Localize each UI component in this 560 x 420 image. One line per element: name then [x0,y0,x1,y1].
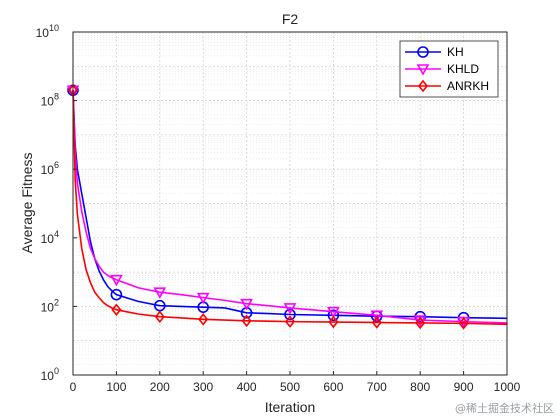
legend-marker [417,79,429,93]
series-line-khld [72,90,508,324]
y-tick-label: 104 [41,229,59,246]
x-tick-label: 400 [237,380,257,394]
data-point-khld [110,274,123,287]
data-point-khld [370,310,384,322]
y-tick-label: 106 [41,160,59,177]
data-point-khld [283,303,297,315]
data-point-khld [327,306,340,319]
legend-item-anrkh: ANRKH [405,79,489,93]
legend-label: KH [447,45,464,59]
legend: KH KHLD ANRKH [399,40,499,98]
legend-marker [416,64,430,76]
data-point-anrkh [328,315,339,329]
watermark: @稀土掘金技术社区 [455,402,554,415]
y-axis-label: Average Fitness [19,153,35,254]
data-point-anrkh [154,310,165,324]
y-tick-label: 102 [41,297,59,314]
data-point-khld [196,292,210,305]
x-tick-label: 0 [70,380,77,394]
y-axis-ticks: 100 102 104 106 108 1010 [36,23,77,383]
x-tick-label: 300 [193,380,213,394]
series-layer [66,83,508,330]
data-point-anrkh [198,313,209,326]
legend-label: ANRKH [447,79,489,93]
legend-item-khld: KHLD [405,62,479,76]
series-line-anrkh [72,90,508,326]
x-tick-label: 700 [367,380,387,394]
data-point-khld [240,298,253,311]
legend-label: KHLD [447,62,479,76]
x-tick-label: 200 [150,380,170,394]
y-tick-label: 100 [41,366,59,383]
x-tick-label: 800 [410,380,430,394]
legend-item-kh: KH [405,45,464,59]
y-tick-label: 108 [41,92,59,109]
chart-title: F2 [282,11,299,27]
data-point-kh [110,288,123,301]
x-axis-label: Iteration [265,399,316,415]
x-tick-label: 100 [106,380,126,394]
data-point-kh [284,308,296,321]
x-axis-ticks: 0 100 200 300 400 500 600 700 800 900 1000 [70,371,521,394]
x-tick-label: 600 [323,380,343,394]
data-point-anrkh [284,315,296,328]
legend-marker [417,46,429,58]
x-tick-label: 500 [280,380,300,394]
data-point-anrkh [415,316,426,330]
data-point-kh [327,309,340,322]
y-tick-label: 1010 [36,23,59,40]
x-tick-label: 1000 [494,380,521,394]
data-point-anrkh [241,314,252,328]
data-point-anrkh [371,316,382,329]
data-point-anrkh [458,317,469,330]
data-point-khld [153,287,167,299]
x-tick-label: 900 [454,380,474,394]
data-point-anrkh [111,303,122,317]
